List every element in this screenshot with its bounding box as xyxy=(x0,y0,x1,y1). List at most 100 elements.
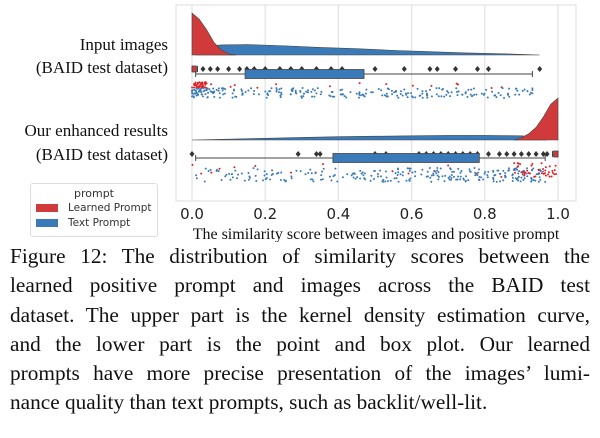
strip-point xyxy=(399,173,402,176)
strip-point xyxy=(311,178,314,181)
strip-point xyxy=(275,83,278,86)
legend: prompt Learned Prompt Text Prompt xyxy=(30,183,158,237)
strip-point xyxy=(449,167,452,170)
strip-point xyxy=(210,83,213,86)
strip-point xyxy=(373,169,376,172)
strip-point xyxy=(440,95,443,98)
strip-point xyxy=(410,92,413,95)
strip-point xyxy=(504,176,507,179)
strip-point xyxy=(465,175,468,178)
strip-point xyxy=(401,171,404,174)
strip-point xyxy=(507,93,510,96)
strip-point xyxy=(517,179,520,182)
strip-point xyxy=(231,96,234,99)
strip-point xyxy=(370,174,373,177)
strip-point xyxy=(397,96,400,99)
strip-point xyxy=(203,180,206,183)
strip-point xyxy=(425,90,428,93)
strip-point xyxy=(363,172,366,175)
strip-point xyxy=(280,91,283,94)
strip-point xyxy=(414,170,417,173)
strip-point xyxy=(279,179,282,182)
outlier-marker xyxy=(496,151,502,157)
strip-point xyxy=(478,179,481,182)
strip-point xyxy=(484,170,487,173)
strip-point xyxy=(492,170,495,173)
strip-point xyxy=(275,87,278,90)
strip-point xyxy=(493,174,496,177)
strip-point xyxy=(551,171,554,174)
strip-point xyxy=(525,167,528,170)
strip-point xyxy=(205,89,208,92)
strip-point xyxy=(322,167,325,170)
strip-point xyxy=(265,173,268,176)
strip-point xyxy=(339,93,342,96)
strip-point xyxy=(542,170,545,173)
strip-point xyxy=(310,172,313,175)
strip-point xyxy=(396,94,399,97)
y-label-enhanced-line1: Our enhanced results xyxy=(24,121,168,140)
strip-point xyxy=(332,175,335,178)
legend-label: Text Prompt xyxy=(68,216,131,229)
outlier-marker xyxy=(226,66,232,72)
strip-point xyxy=(450,91,453,94)
strip-point xyxy=(537,180,540,183)
strip-point xyxy=(448,175,451,178)
strip-point xyxy=(421,96,424,99)
strip-point xyxy=(235,95,238,98)
outlier-marker xyxy=(453,66,459,72)
strip-point xyxy=(302,95,305,98)
strip-point xyxy=(352,176,355,179)
strip-point xyxy=(414,175,417,178)
strip-point xyxy=(321,163,324,166)
x-tick-label: 0.6 xyxy=(400,205,424,223)
strip-point xyxy=(212,91,215,94)
strip-point xyxy=(269,178,272,181)
strip-point xyxy=(514,87,517,90)
strip-point xyxy=(294,89,297,92)
strip-point xyxy=(502,169,505,172)
strip-point xyxy=(391,93,394,96)
strip-point xyxy=(468,170,471,173)
strip-point xyxy=(319,178,322,181)
strip-point xyxy=(499,172,502,175)
strip-point xyxy=(495,180,498,183)
strip-point xyxy=(386,180,389,183)
strip-point xyxy=(519,163,522,166)
legend-label: Learned Prompt xyxy=(68,201,152,214)
strip-point xyxy=(516,89,519,92)
strip-point xyxy=(385,92,388,95)
x-tick-label: 0.0 xyxy=(180,205,204,223)
strip-point xyxy=(553,169,556,172)
strip-point xyxy=(365,88,368,91)
kde-text-prompt xyxy=(195,44,540,56)
strip-point xyxy=(279,94,282,97)
strip-point xyxy=(252,167,255,170)
strip-point xyxy=(207,170,210,173)
y-label-input-line2: (BAID test dataset) xyxy=(35,58,168,77)
strip-point xyxy=(280,87,283,90)
strip-point xyxy=(511,179,514,182)
strip-point xyxy=(393,91,396,94)
strip-point xyxy=(295,92,298,95)
outlier-marker xyxy=(504,151,510,157)
strip-point xyxy=(200,93,203,96)
strip-point xyxy=(243,179,246,182)
strip-point xyxy=(212,87,215,90)
strip-point xyxy=(459,171,462,174)
strip-point xyxy=(333,174,336,177)
strip-point xyxy=(473,93,476,96)
strip-point xyxy=(525,172,528,175)
strip-point xyxy=(459,178,462,181)
strip-point xyxy=(467,88,470,91)
strip-point xyxy=(426,175,429,178)
strip-point xyxy=(350,174,353,177)
strip-point xyxy=(240,90,243,93)
strip-point xyxy=(262,179,265,182)
strip-point xyxy=(530,178,533,181)
strip-point xyxy=(456,83,459,86)
strip-point xyxy=(517,175,520,178)
strip-point xyxy=(436,174,439,177)
strip-point xyxy=(265,177,268,180)
strip-point xyxy=(236,177,239,180)
